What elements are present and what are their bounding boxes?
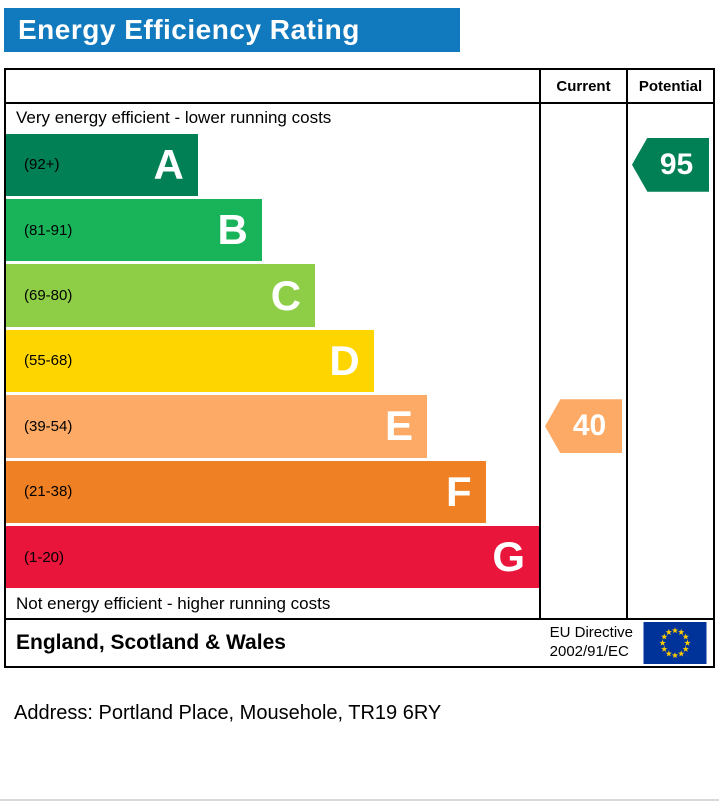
band-e-letter: E xyxy=(385,402,414,450)
band-f-range: (21-38) xyxy=(24,483,73,501)
chart-body: Very energy efficient - lower running co… xyxy=(6,104,713,618)
eu-flag-icon xyxy=(643,622,707,664)
eu-directive-line2: 2002/91/EC xyxy=(549,643,629,660)
address-line: Address: Portland Place, Mousehole, TR19… xyxy=(14,702,442,724)
band-e: (39-54) E xyxy=(6,395,428,458)
top-caption: Very energy efficient - lower running co… xyxy=(16,108,332,127)
band-a: (92+) A xyxy=(6,133,198,196)
band-row: (69-80) C xyxy=(6,263,539,328)
current-rating-arrow: 40 xyxy=(545,399,622,454)
potential-rating-value: 95 xyxy=(659,147,694,181)
band-d: (55-68) D xyxy=(6,329,374,393)
eu-directive-text: EU Directive 2002/91/EC xyxy=(550,624,643,662)
band-d-letter: D xyxy=(329,336,360,384)
band-row: (55-68) D xyxy=(6,328,539,393)
potential-column: 95 xyxy=(626,104,713,618)
chart-header-row: Current Potential xyxy=(6,70,713,104)
current-rating-value: 40 xyxy=(572,409,607,443)
band-row: (21-38) F xyxy=(6,459,539,524)
bottom-divider xyxy=(0,799,719,801)
band-c-letter: C xyxy=(270,271,302,319)
band-g-range: (1-20) xyxy=(24,548,65,566)
band-a-letter: A xyxy=(153,140,184,188)
band-b-range: (81-91) xyxy=(24,221,73,239)
page-title: Energy Efficiency Rating xyxy=(4,8,460,52)
band-row: (39-54) E xyxy=(6,394,539,459)
band-c-range: (69-80) xyxy=(24,287,73,305)
band-b: (81-91) B xyxy=(6,198,262,262)
bands-column: Very energy efficient - lower running co… xyxy=(6,104,539,618)
potential-column-header: Potential xyxy=(626,70,713,102)
band-f: (21-38) F xyxy=(6,460,486,524)
potential-rating-arrow: 95 xyxy=(632,137,709,192)
band-a-range: (92+) xyxy=(24,156,60,174)
current-column-header: Current xyxy=(539,70,626,102)
bottom-caption: Not energy efficient - higher running co… xyxy=(16,593,331,613)
band-d-range: (55-68) xyxy=(24,352,73,370)
eu-directive-line1: EU Directive xyxy=(549,624,633,642)
region-label: England, Scotland & Wales xyxy=(16,631,286,654)
energy-efficiency-chart: Current Potential Very energy efficient … xyxy=(4,68,715,668)
chart-header-spacer xyxy=(6,70,539,102)
chart-footer: England, Scotland & Wales EU Directive 2… xyxy=(6,618,713,666)
band-row: (92+) A xyxy=(6,132,539,197)
band-f-letter: F xyxy=(446,467,472,515)
band-b-letter: B xyxy=(217,206,248,254)
band-c: (69-80) C xyxy=(6,264,316,327)
current-column: 40 xyxy=(539,104,626,618)
band-row: (1-20) G xyxy=(6,525,539,590)
band-g-letter: G xyxy=(492,533,525,581)
band-g: (1-20) G xyxy=(6,526,539,589)
band-row: (81-91) B xyxy=(6,197,539,262)
band-e-range: (39-54) xyxy=(24,417,73,435)
